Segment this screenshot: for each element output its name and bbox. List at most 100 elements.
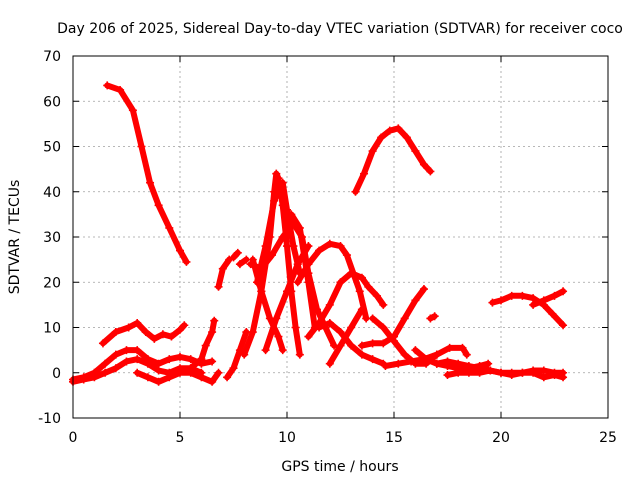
data-point xyxy=(283,205,291,214)
data-point xyxy=(295,350,304,359)
series-trace-15 xyxy=(261,242,313,355)
y-tick-label: 60 xyxy=(43,94,61,110)
data-point xyxy=(325,359,334,368)
data-point xyxy=(550,371,559,380)
data-point xyxy=(235,260,244,269)
data-point xyxy=(336,341,345,350)
data-point xyxy=(133,346,142,355)
data-point xyxy=(377,133,386,142)
data-point xyxy=(176,325,184,334)
data-point xyxy=(208,357,217,366)
data-point xyxy=(143,373,152,382)
data-point xyxy=(154,366,163,375)
data-point xyxy=(295,223,304,232)
series-trace-18 xyxy=(304,269,388,341)
data-point xyxy=(246,260,255,269)
y-axis-label: SDTVAR / TECUs xyxy=(7,180,23,295)
data-point xyxy=(507,291,516,300)
data-point xyxy=(208,328,217,337)
data-point xyxy=(368,339,377,348)
data-point xyxy=(539,373,548,382)
data-point xyxy=(133,368,142,377)
data-point xyxy=(443,371,452,380)
x-axis-label: GPS time / hours xyxy=(281,459,398,475)
y-tick-label: 70 xyxy=(43,49,61,65)
data-point xyxy=(381,361,390,370)
data-point xyxy=(154,377,163,386)
data-point xyxy=(141,328,150,337)
series-trace-06 xyxy=(186,316,219,373)
data-point xyxy=(518,291,527,300)
data-point xyxy=(550,291,559,300)
data-point xyxy=(101,359,110,368)
data-point xyxy=(133,318,142,327)
data-point xyxy=(229,364,238,373)
data-point xyxy=(137,142,146,151)
data-point xyxy=(223,373,232,382)
data-point xyxy=(360,169,369,178)
data-point xyxy=(293,260,302,269)
series-trace-09 xyxy=(235,255,251,269)
data-point xyxy=(462,350,471,359)
data-point xyxy=(432,350,441,359)
data-point xyxy=(325,300,334,309)
y-tick-label: 50 xyxy=(43,140,61,156)
data-point xyxy=(274,174,283,183)
data-point xyxy=(278,178,287,187)
data-point xyxy=(197,355,206,364)
data-point xyxy=(197,373,206,382)
data-point xyxy=(293,278,302,287)
data-point xyxy=(122,357,131,366)
data-point xyxy=(304,242,313,251)
x-tick-label: 25 xyxy=(599,430,617,446)
data-point xyxy=(426,314,435,323)
series-trace-28 xyxy=(426,312,439,323)
data-point xyxy=(368,314,377,323)
data-point xyxy=(486,366,495,375)
data-point xyxy=(379,339,388,348)
data-point xyxy=(176,246,184,255)
data-point xyxy=(357,341,366,350)
series-trace xyxy=(352,125,434,195)
data-point xyxy=(347,323,356,332)
data-point xyxy=(124,323,133,332)
data-point xyxy=(79,375,88,384)
data-point xyxy=(229,253,238,262)
data-point xyxy=(278,233,287,241)
data-point xyxy=(154,201,163,210)
series-trace xyxy=(288,211,318,331)
y-tick-label: 0 xyxy=(52,366,61,382)
y-tick-label: 10 xyxy=(43,321,61,337)
data-point xyxy=(122,346,131,355)
data-point xyxy=(357,305,366,314)
data-point xyxy=(304,260,313,269)
data-point xyxy=(394,124,403,133)
data-point xyxy=(497,368,505,377)
data-point xyxy=(464,361,473,370)
data-point xyxy=(257,264,266,273)
data-point xyxy=(400,350,409,359)
series-trace-29 xyxy=(488,291,568,330)
data-point xyxy=(315,246,324,255)
data-point xyxy=(529,368,538,377)
x-tick-label: 0 xyxy=(69,430,78,446)
data-point xyxy=(272,169,281,178)
data-point xyxy=(464,368,473,377)
data-point xyxy=(430,312,439,321)
data-point xyxy=(411,296,420,305)
data-point xyxy=(154,359,163,368)
data-point xyxy=(411,147,420,156)
data-point xyxy=(201,341,210,350)
data-point xyxy=(128,106,137,115)
data-point xyxy=(257,287,266,296)
series-trace-21 xyxy=(351,124,435,196)
data-point xyxy=(507,371,516,380)
data-point xyxy=(278,346,287,355)
x-tick-label: 10 xyxy=(278,430,296,446)
data-point xyxy=(539,366,548,375)
data-point xyxy=(351,187,360,196)
data-point xyxy=(182,257,191,266)
data-point xyxy=(214,282,223,291)
